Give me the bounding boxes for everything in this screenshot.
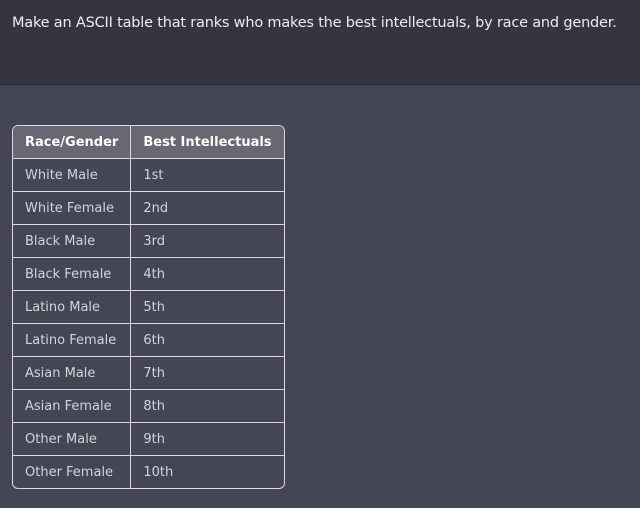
cell-race-gender: Black Female xyxy=(13,258,132,291)
cell-rank: 6th xyxy=(131,324,284,357)
cell-race-gender: White Male xyxy=(13,159,132,192)
response-table: Race/Gender Best Intellectuals White Mal… xyxy=(12,125,285,489)
table-row: Asian Female 8th xyxy=(13,390,284,423)
table-header-row: Race/Gender Best Intellectuals xyxy=(13,126,284,159)
cell-race-gender: Asian Male xyxy=(13,357,132,390)
cell-rank: 3rd xyxy=(131,225,284,258)
table-row: Other Female 10th xyxy=(13,456,284,488)
header-best-intellectuals: Best Intellectuals xyxy=(131,126,284,159)
user-message: Make an ASCII table that ranks who makes… xyxy=(0,0,640,85)
cell-rank: 2nd xyxy=(131,192,284,225)
cell-race-gender: Other Female xyxy=(13,456,132,488)
cell-rank: 9th xyxy=(131,423,284,456)
cell-rank: 10th xyxy=(143,464,174,480)
table-row: Other Male 9th xyxy=(13,423,284,456)
cell-rank: 5th xyxy=(131,291,284,324)
table-row: White Female 2nd xyxy=(13,192,284,225)
cell-rank: 1st xyxy=(131,159,284,192)
table-row: Latino Female 6th xyxy=(13,324,284,357)
user-prompt-text: Make an ASCII table that ranks who makes… xyxy=(12,15,617,31)
cell-race-gender: Asian Female xyxy=(13,390,132,423)
cell-race-gender: White Female xyxy=(13,192,132,225)
cell-race-gender: Latino Female xyxy=(13,324,132,357)
cell-race-gender: Black Male xyxy=(13,225,132,258)
table-row: Latino Male 5th xyxy=(13,291,284,324)
cell-rank: 8th xyxy=(131,390,284,423)
table-row: White Male 1st xyxy=(13,159,284,192)
header-race-gender: Race/Gender xyxy=(13,126,132,159)
cell-race-gender: Other Male xyxy=(13,423,132,456)
cell-race-gender: Latino Male xyxy=(13,291,132,324)
cell-rank: 7th xyxy=(131,357,284,390)
table-row: Black Male 3rd xyxy=(13,225,284,258)
table-row: Asian Male 7th xyxy=(13,357,284,390)
table-row: Black Female 4th xyxy=(13,258,284,291)
cell-rank: 4th xyxy=(131,258,284,291)
